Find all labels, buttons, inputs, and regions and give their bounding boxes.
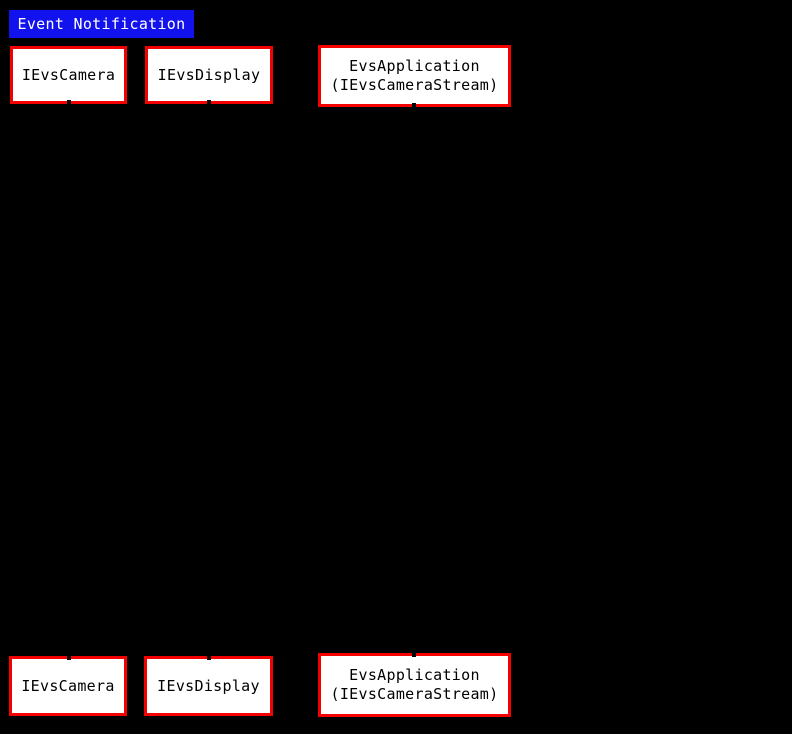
participant-top-evsapplication: EvsApplication (IEvsCameraStream) [318, 45, 511, 107]
lifeline-stub [207, 653, 211, 660]
lifeline-stub [67, 653, 71, 660]
lifeline-stub [412, 103, 416, 110]
participant-bottom-ievscamera: IEvsCamera [9, 656, 127, 716]
lifeline-stub [207, 100, 211, 107]
participant-label: IEvsCamera [21, 65, 116, 84]
lifeline-stub [67, 100, 71, 107]
participant-label-line1: EvsApplication [349, 57, 480, 75]
participant-label: IEvsCamera [21, 676, 115, 695]
participant-top-ievscamera: IEvsCamera [10, 46, 127, 104]
participant-label-line2: (IEvsCameraStream) [330, 685, 499, 703]
participant-label-line1: EvsApplication [349, 666, 480, 684]
participant-bottom-evsapplication: EvsApplication (IEvsCameraStream) [318, 653, 511, 717]
diagram-title-badge: Event Notification [9, 10, 194, 38]
participant-top-ievsdisplay: IEvsDisplay [145, 46, 273, 104]
participant-bottom-ievsdisplay: IEvsDisplay [144, 656, 273, 716]
lifeline-stub [412, 650, 416, 657]
participant-label: IEvsDisplay [157, 676, 260, 695]
participant-label: IEvsDisplay [157, 65, 261, 84]
participant-label-line2: (IEvsCameraStream) [330, 76, 499, 94]
